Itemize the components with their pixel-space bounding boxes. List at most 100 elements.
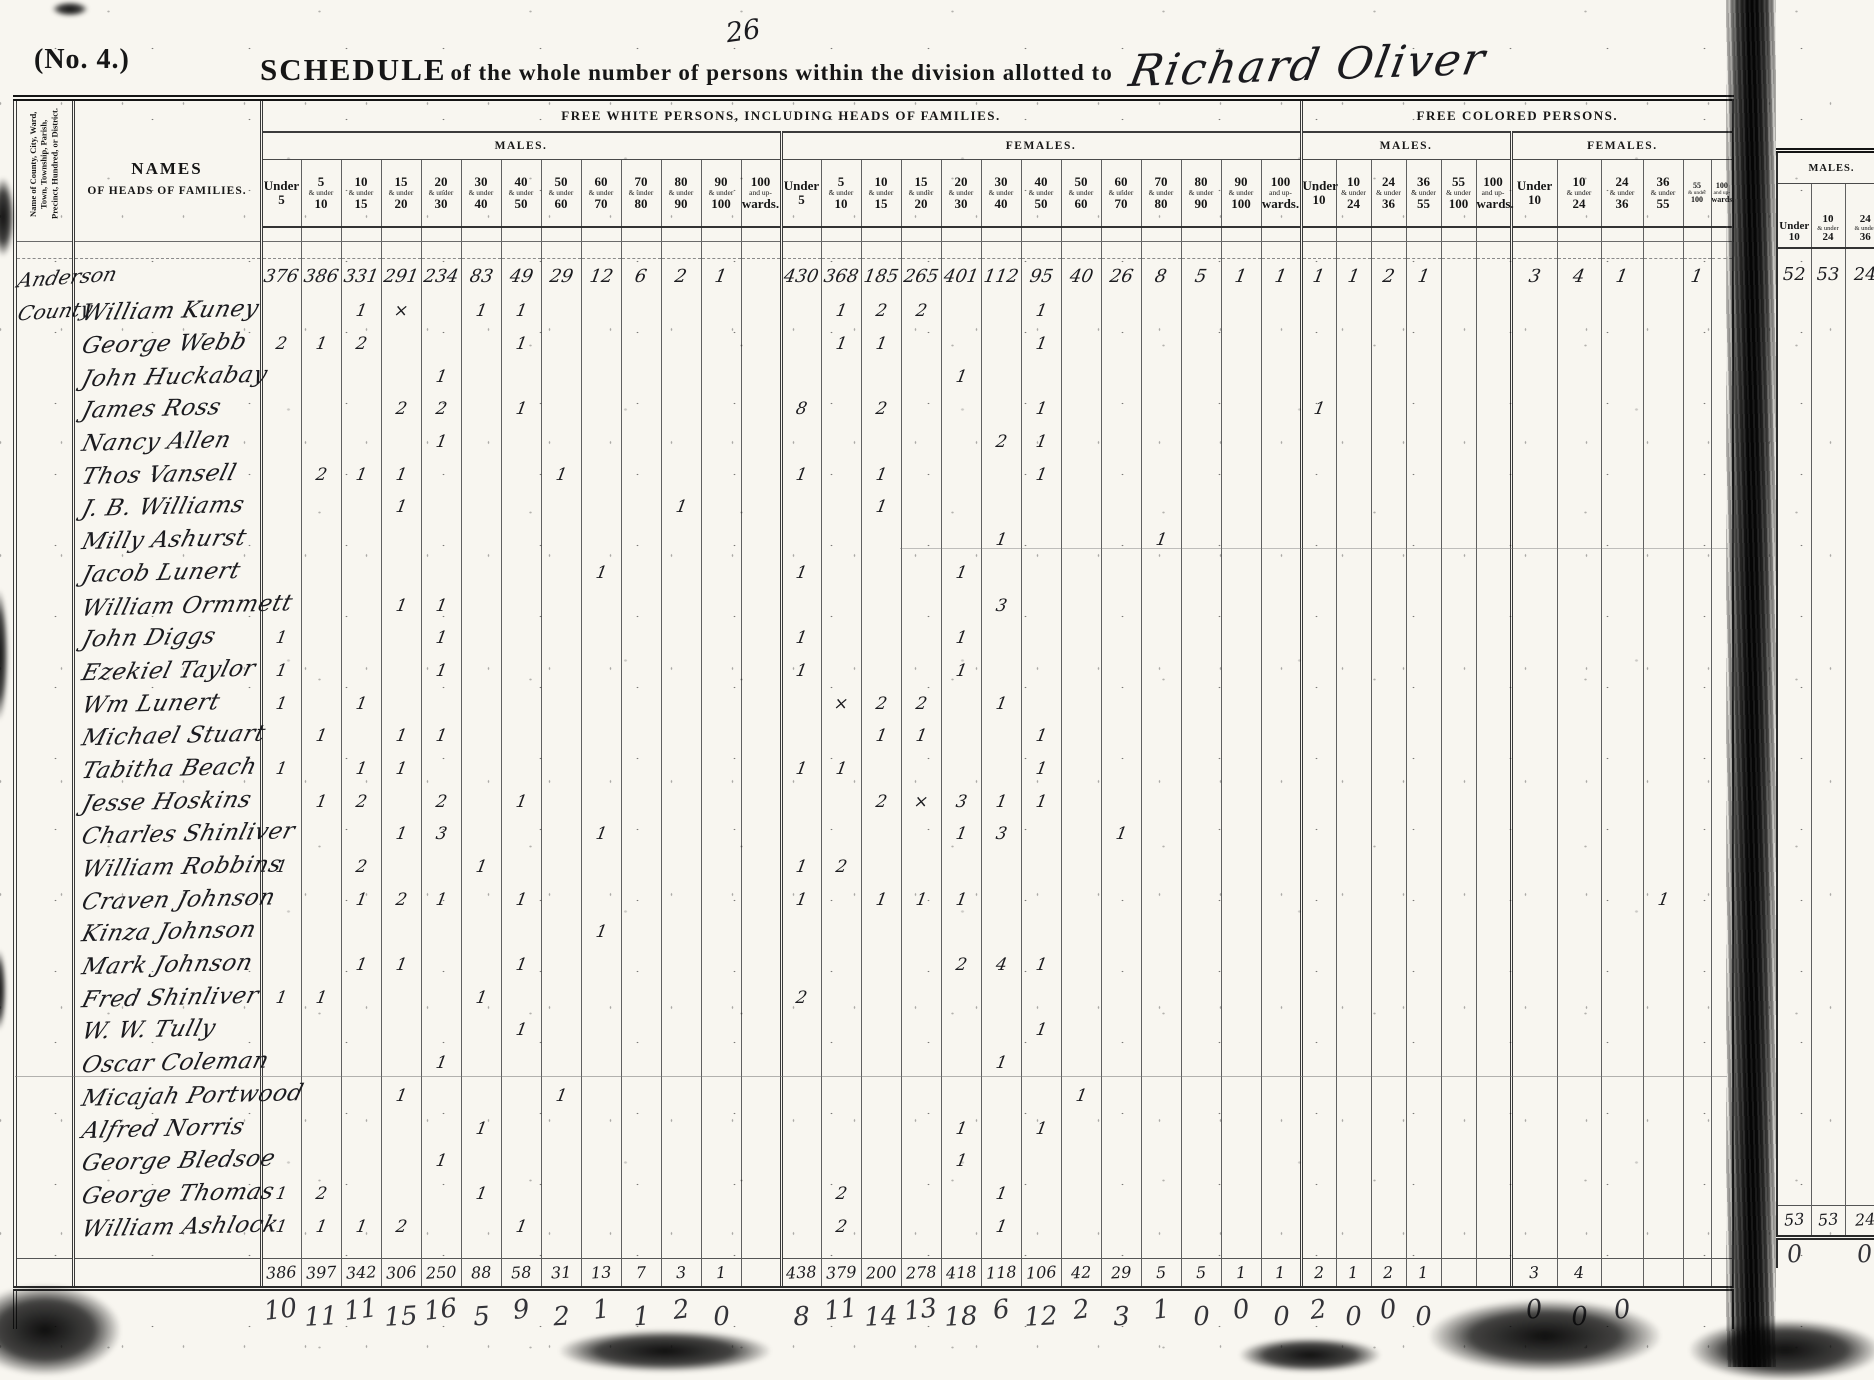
- tally-cell: [1299, 241, 1337, 259]
- tally-cell: [1600, 1177, 1644, 1211]
- tally-cell: [740, 393, 781, 426]
- tally-value: 24: [1853, 264, 1874, 285]
- family-row: Mark Johnson 1 1 1 2 4 1: [15, 948, 1734, 982]
- tally-cell: [860, 241, 901, 259]
- tally-cell: [460, 393, 501, 426]
- age-column-header: Under 10: [1509, 159, 1558, 228]
- county-cell: [15, 622, 73, 655]
- tally-cell: [1140, 1144, 1181, 1178]
- tally-cell: [660, 752, 701, 786]
- tally-cell: [1642, 241, 1684, 259]
- tally-cell: [1509, 687, 1558, 720]
- tally-cell: [1475, 589, 1512, 622]
- tally-cell: [580, 327, 621, 361]
- tally-cell: [1405, 752, 1442, 786]
- tally-cell: [1682, 425, 1712, 459]
- tally-cell: 1: [860, 491, 901, 524]
- tally-cell: [620, 241, 661, 259]
- tally-cell: [820, 1079, 861, 1113]
- tally-cell: [1220, 916, 1261, 949]
- tally-cell: [1370, 1112, 1407, 1145]
- tally-cell: 1: [1600, 258, 1644, 295]
- tally-cell: [1600, 1079, 1644, 1113]
- tally-cell: [1140, 1210, 1181, 1243]
- tally-cell: 2: [660, 258, 701, 295]
- tally-cell: [1220, 948, 1261, 982]
- tally-cell: [1260, 1177, 1302, 1211]
- tally-cell: [1509, 981, 1558, 1015]
- tally-cell: 1: [1682, 258, 1712, 295]
- age-column-header: 24 & under 36: [1600, 159, 1644, 228]
- tally-value: 5: [472, 1301, 491, 1333]
- tally-cell: 1: [980, 687, 1021, 720]
- tally-cell: 2: [900, 687, 941, 720]
- tally-cell: [1600, 687, 1644, 720]
- scan-smudge: [0, 950, 6, 1030]
- family-row: W. W. Tully 1 1: [15, 1014, 1734, 1047]
- tally-cell: [1220, 589, 1261, 622]
- tally-cell: 2: [1299, 1258, 1337, 1292]
- tally-cell: [980, 241, 1021, 259]
- tally-cell: [540, 227, 581, 242]
- tally-cell: [900, 1242, 941, 1259]
- tally-value: 1: [873, 889, 889, 910]
- tally-value: 24: [1854, 1209, 1874, 1230]
- tally-cell: 3: [980, 589, 1021, 622]
- tally-cell: 1: [581, 1289, 621, 1329]
- tally-cell: [1509, 1210, 1558, 1243]
- tally-cell: [1335, 491, 1372, 524]
- tally-cell: [1405, 227, 1442, 242]
- tally-cell: [1180, 719, 1221, 753]
- family-row: Milly Ashurst 1 1: [15, 523, 1734, 557]
- head-of-family-cell: Tabitha Beach: [71, 752, 261, 786]
- tally-value: 0: [1785, 1238, 1804, 1269]
- tally-cell: [860, 1242, 901, 1259]
- tally-cell: [779, 948, 821, 982]
- tally-cell: [1220, 752, 1261, 786]
- head-of-family-name: Tabitha Beach: [78, 753, 260, 785]
- tally-cell: [340, 360, 381, 394]
- tally-cell: [1060, 785, 1101, 818]
- tally-cell: [340, 241, 381, 259]
- tally-cell: 12: [580, 258, 621, 295]
- tally-cell: [900, 752, 941, 786]
- tally-cell: [1180, 948, 1221, 982]
- tally-cell: 1: [1260, 258, 1302, 295]
- tally-cell: [1140, 981, 1181, 1015]
- tally-cell: [1440, 327, 1477, 361]
- tally-cell: [1475, 916, 1512, 949]
- county-cell: [15, 883, 73, 916]
- tally-cell: [259, 1079, 301, 1113]
- tally-cell: [300, 556, 341, 590]
- tally-cell: [1060, 556, 1101, 590]
- tally-cell: [1335, 818, 1372, 851]
- tally-cell: [420, 1014, 461, 1047]
- tally-cell: [1299, 654, 1337, 688]
- tally-cell: [1556, 393, 1602, 426]
- tally-cell: [1180, 883, 1221, 917]
- tally-cell: [259, 556, 301, 590]
- tally-cell: [700, 850, 741, 884]
- tally-cell: [380, 687, 421, 720]
- tally-cell: [540, 785, 581, 818]
- tally-cell: [500, 1177, 541, 1211]
- tally-value: 1: [274, 660, 289, 681]
- tally-cell: [779, 1210, 821, 1243]
- group-white-females: FEMALES.: [779, 132, 1302, 160]
- tally-cell: [300, 818, 341, 851]
- tally-cell: [1335, 687, 1372, 720]
- tally-value: 1: [715, 1262, 727, 1283]
- tally-cell: [1335, 1079, 1372, 1113]
- tally-cell: [460, 1079, 501, 1113]
- tally-cell: [1642, 1046, 1684, 1080]
- tally-cell: [540, 1046, 581, 1080]
- tally-value: 1: [274, 628, 289, 649]
- tally-value: 2: [794, 987, 809, 1008]
- tally-cell: [860, 1014, 901, 1047]
- tally-cell: [1600, 1014, 1644, 1047]
- tally-cell: [1140, 818, 1181, 851]
- head-of-family-name: Milly Ashurst: [78, 525, 249, 556]
- tally-cell: [1180, 1046, 1221, 1080]
- head-of-family-cell: Ezekiel Taylor: [71, 654, 261, 688]
- tally-cell: [540, 1144, 581, 1178]
